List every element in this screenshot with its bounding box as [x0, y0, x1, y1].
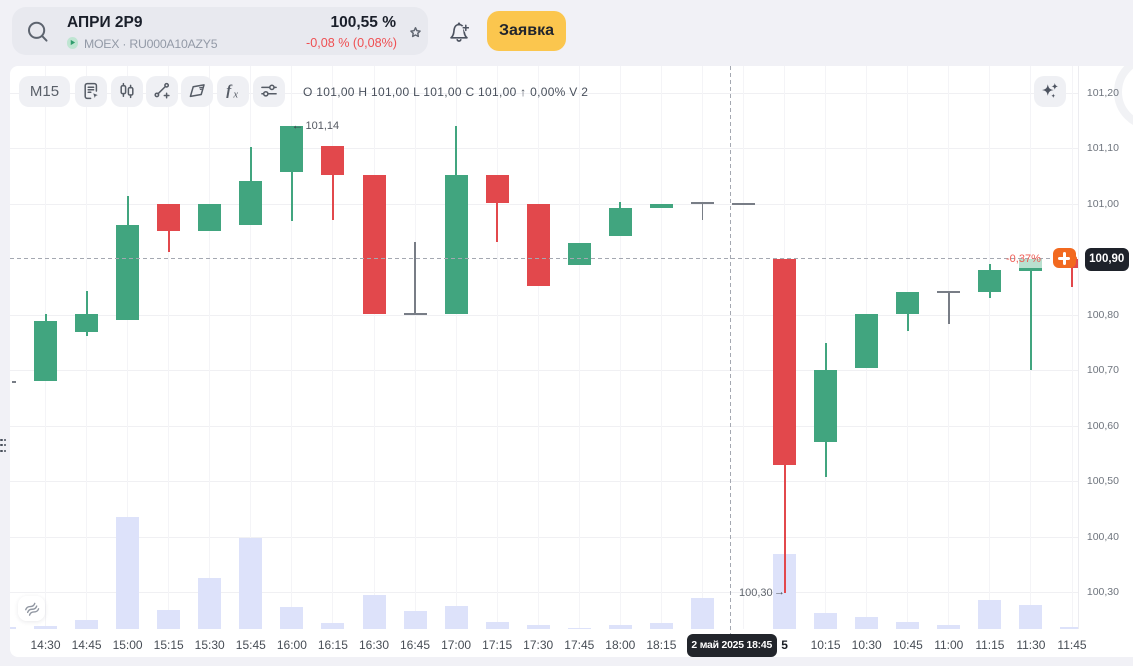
svg-text:f: f — [226, 83, 233, 99]
svg-text:x: x — [232, 90, 238, 101]
